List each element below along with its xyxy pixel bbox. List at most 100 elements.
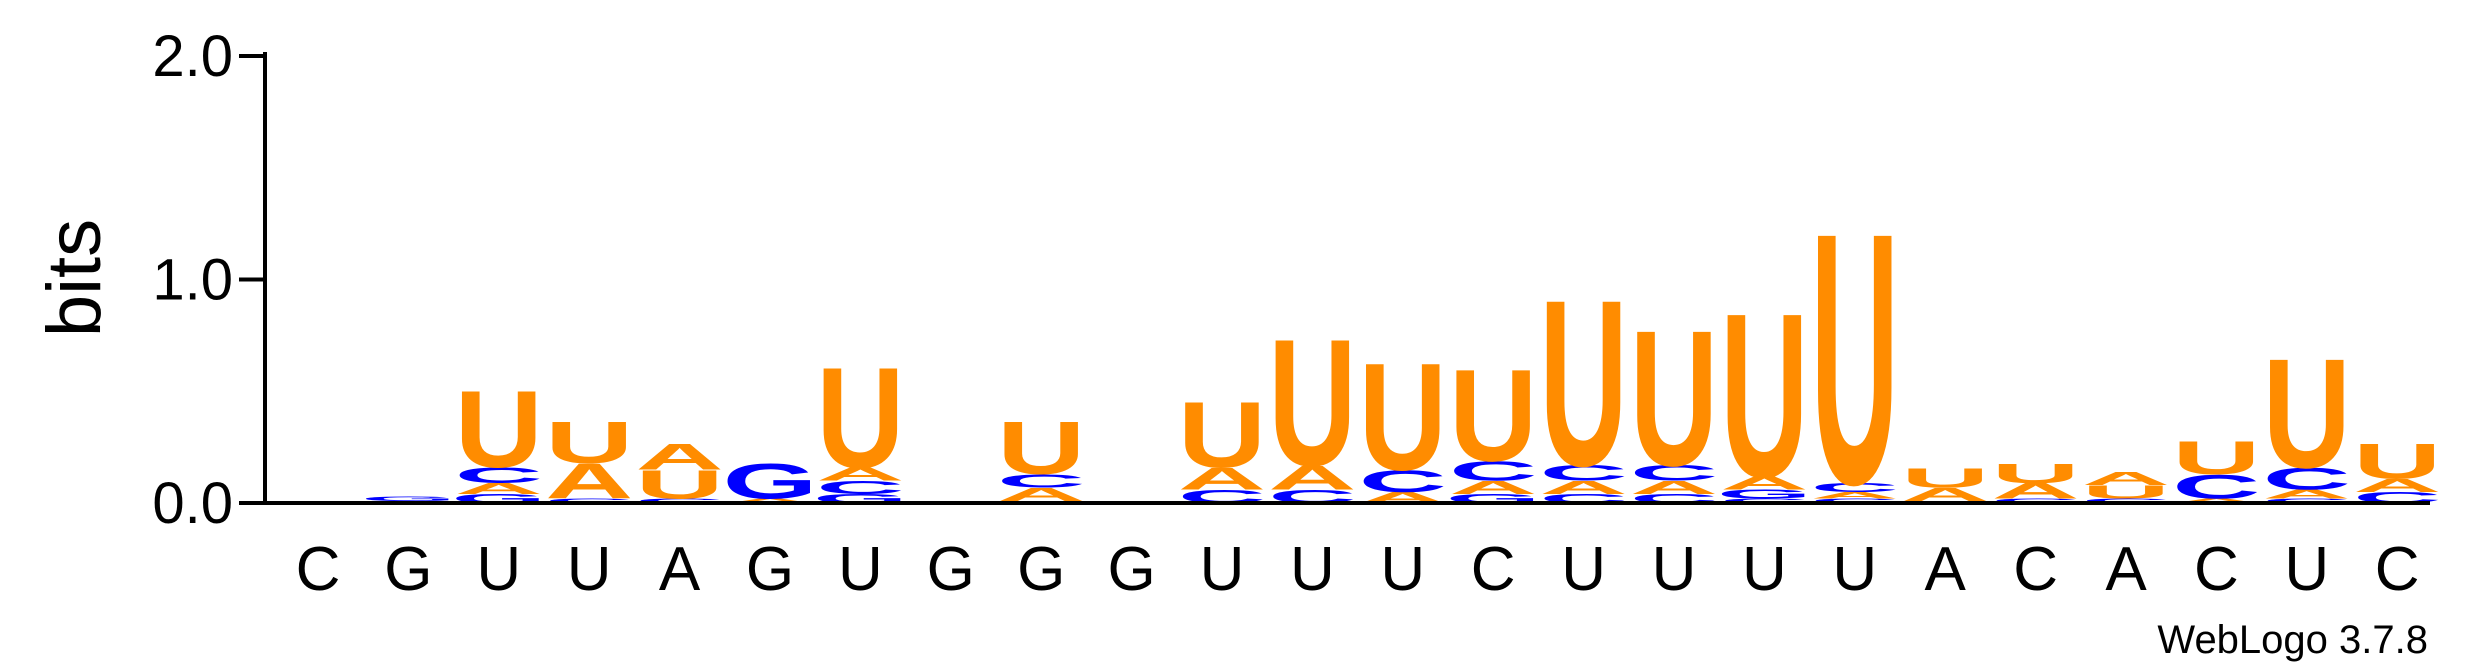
logo-letter-c: C [997,470,1085,491]
logo-letter-a: A [455,480,543,497]
logo-glyph: U [1539,250,1627,515]
logo-letter-c: C [1539,461,1627,485]
position-label: U [476,535,521,604]
logo-glyph: U [2172,431,2260,484]
logo-glyph: U [1178,383,1266,488]
logo-glyph: A [545,453,633,509]
logo-glyph: A [2082,468,2170,489]
logo-glyph: U [1268,301,1356,504]
logo-glyph: A [1811,490,1899,500]
logo-glyph: C [2263,461,2351,496]
logo-letter-u: U [1539,250,1627,515]
logo-glyph: U [1991,458,2079,489]
logo-letter-u: U [2082,482,2170,503]
logo-letter-u: U [635,462,723,507]
position-label: U [1380,535,1425,604]
logo-letter-u: U [1268,301,1356,504]
logo-letter-a: A [2172,497,2260,504]
logo-glyph: U [635,462,723,507]
position-label: C [2013,535,2058,604]
logo-glyph: A [726,497,814,504]
logo-glyph: U [1630,290,1718,506]
logo-glyph: A [635,436,723,478]
position-label: C [296,535,341,604]
logo-letter-c: C [1630,461,1718,485]
y-tick-label: 2.0 [152,24,233,89]
logo-glyph: C [2263,497,2351,504]
logo-glyph: U [1359,332,1447,502]
position-label: C [2194,535,2239,604]
logo-letter-u: U [2263,326,2351,501]
logo-letter-c: C [455,463,543,487]
position-label: U [1832,535,1877,604]
logo-glyph: C [1359,463,1447,498]
position-label: U [1561,535,1606,604]
logo-letter-u: U [2353,433,2441,489]
logo-letter-c: C [2263,497,2351,504]
logo-glyph: A [1630,477,1718,498]
logo-letter-a: A [2353,475,2441,496]
position-label: U [1200,535,1245,604]
logo-letter-u: U [1449,342,1537,489]
y-axis-title: bits [32,219,117,337]
logo-letter-u: U [1720,264,1808,526]
logo-glyph: A [1901,484,1989,505]
position-label: U [1742,535,1787,604]
logo-letter-g: G [722,453,817,509]
logo-glyph: C [2172,468,2260,506]
logo-glyph: A [997,484,1085,505]
logo-letter-c: C [1991,497,2079,504]
logo-letter-a: A [997,484,1085,505]
logo-letter-c: C [816,477,904,498]
logo-letter-u: U [455,368,543,491]
logo-letter-u: U [1901,462,1989,493]
logo-glyph: C [2082,497,2170,504]
logo-letter-a: A [1630,477,1718,498]
logo-letter-u: U [997,407,1085,491]
logo-letter-a: A [1901,484,1989,505]
position-label: G [384,535,432,604]
logo-glyph: A [816,464,904,485]
logo-glyph: A [1539,477,1627,498]
letter-stacks: AGGACUCAUCUAAGGCAUCACUCAUCAUACUGACUCACUC… [361,158,2441,560]
logo-glyph: C [1449,455,1537,486]
logo-glyph: U [1449,342,1537,489]
y-tick-label: 1.0 [152,248,233,313]
logo-letter-a: A [545,453,633,509]
logo-glyph: C [997,470,1085,491]
logo-letter-c: C [1720,497,1808,504]
logo-glyph: A [2263,487,2351,501]
logo-glyph: G [722,453,817,509]
logo-letter-u: U [545,410,633,476]
logo-letter-c: C [545,497,633,504]
logo-letter-a: A [2263,487,2351,501]
logo-glyph: U [816,338,904,498]
logo-letter-u: U [1630,290,1718,506]
logo-glyph: U [455,368,543,491]
logo-letter-a: A [1991,479,2079,503]
logo-letter-u: U [1359,332,1447,502]
y-ticks: 0.0 1.0 2.0 [152,24,265,536]
logo-letter-a: A [1539,477,1627,498]
logo-letter-a: A [1449,477,1537,498]
logo-letter-c: C [2263,461,2351,496]
logo-letter-c: C [2082,497,2170,504]
logo-glyph: G [361,495,456,502]
logo-letter-g: G [361,495,456,502]
logo-glyph: C [1539,461,1627,485]
position-label: U [2284,535,2329,604]
logo-letter-c: C [1811,481,1899,495]
logo-glyph: U [2353,433,2441,489]
position-label: G [1107,535,1155,604]
logo-glyph: C [1811,497,1899,504]
position-label: U [567,535,612,604]
logo-glyph: C [1720,497,1808,504]
position-label: A [2105,535,2147,604]
position-label: G [746,535,794,604]
logo-glyph: U [1720,264,1808,526]
logo-glyph: A [1449,477,1537,498]
logo-glyph: C [1630,461,1718,485]
logo-glyph: A [455,480,543,497]
logo-glyph: C [1811,481,1899,495]
